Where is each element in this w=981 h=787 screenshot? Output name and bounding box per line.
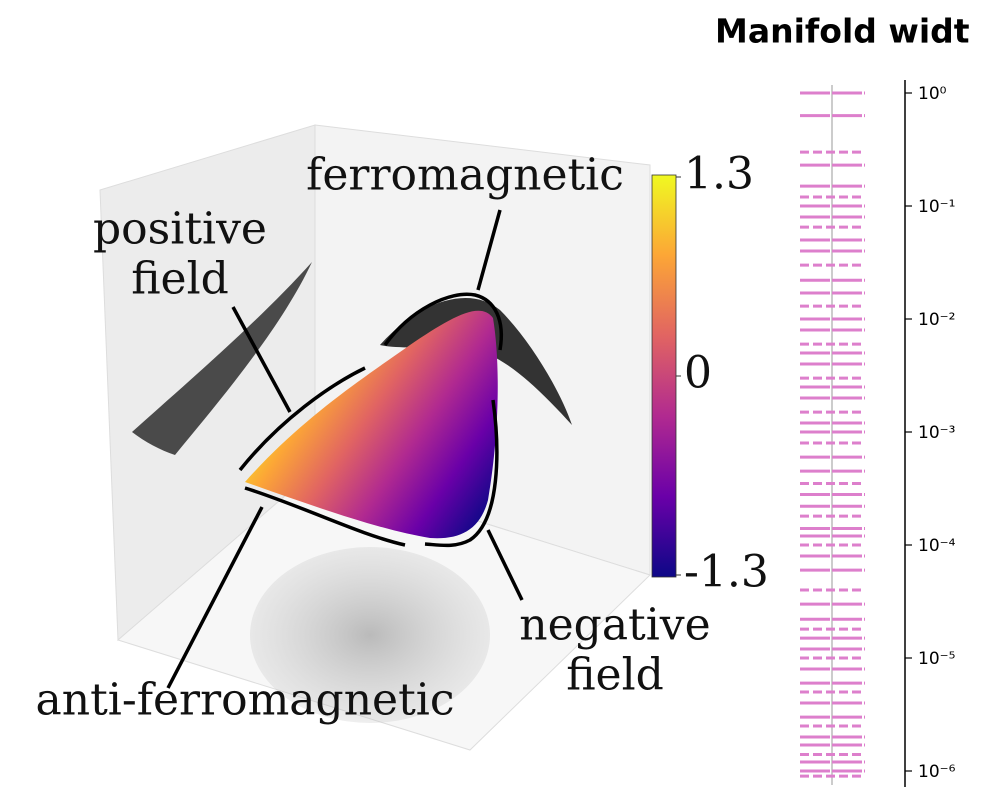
- annotation: field: [131, 254, 229, 305]
- y-tick-label: 10⁰: [918, 84, 947, 104]
- annotation: positive: [93, 204, 267, 255]
- y-tick-label: 10⁻³: [918, 423, 955, 443]
- y-tick-label: 10⁻¹: [918, 197, 955, 217]
- page: {"chart_data": [ {"type": "manifold3d", …: [0, 0, 981, 787]
- colorbar-tick-label: -1.3: [684, 547, 769, 598]
- colorbar-tick-label: 0: [684, 348, 712, 399]
- y-tick-label: 10⁻⁶: [918, 762, 956, 782]
- annotation: ferromagnetic: [306, 150, 624, 201]
- annotation: anti-ferromagnetic: [36, 675, 455, 726]
- panel-title: Manifold widt: [715, 12, 970, 51]
- figure: Manifold widt 1.3 0 -1.3 ferromagnetic posit…: [0, 0, 981, 787]
- annotation: field: [566, 650, 664, 701]
- annotation: negative: [519, 600, 710, 651]
- colorbar: [652, 175, 676, 577]
- y-tick-label: 10⁻⁵: [918, 649, 955, 669]
- y-tick-label: 10⁻²: [918, 310, 955, 330]
- colorbar-tick-label: 1.3: [684, 149, 754, 200]
- y-tick-label: 10⁻⁴: [918, 536, 956, 556]
